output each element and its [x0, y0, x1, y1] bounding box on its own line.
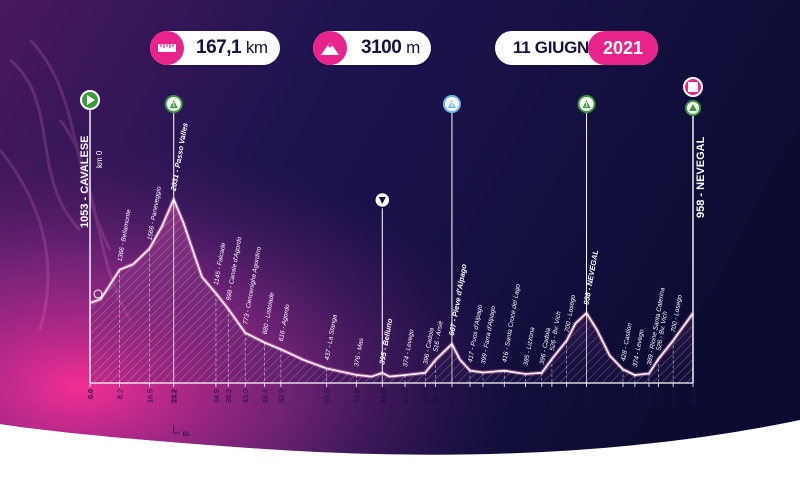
place-label: 680 - Listolade: [262, 291, 276, 335]
km-label: 48.4: [261, 389, 270, 403]
play-icon: [87, 95, 95, 105]
place-label: 395 - Belluno: [377, 317, 394, 365]
mountain-icon: [447, 100, 456, 108]
place-label: 374 - Levego: [402, 329, 416, 368]
start-label: 1053 - CAVALESE: [79, 135, 91, 228]
mountain-icon: [689, 104, 697, 111]
km-label: 0.0: [86, 389, 95, 399]
bl-arrow: [173, 425, 180, 434]
ruler-icon: [150, 31, 184, 65]
km-label: 100.3: [448, 389, 457, 407]
km-label: 65.6: [323, 389, 332, 403]
climb-category: 1: [585, 103, 589, 109]
place-label: 428 - Castion: [620, 322, 634, 362]
place-label: 1366 - Bellamonte: [117, 209, 133, 263]
climb-category: 3: [450, 103, 454, 109]
place-label: 773 - Cencenighe Agordino: [242, 246, 263, 325]
bike-icon: [93, 289, 103, 299]
km-label: 125.2: [538, 389, 547, 407]
mountain-icon: [313, 31, 347, 65]
start-km-note: km 0: [95, 150, 104, 168]
place-label: 1145 - Falcade: [213, 242, 227, 286]
km-label: 8.2: [116, 389, 125, 399]
place-label: 374 - Levego: [632, 329, 646, 368]
km-label: 52.9: [277, 389, 286, 403]
climb-category: 1: [172, 103, 176, 109]
elevation-value: 3100: [361, 37, 402, 58]
stage-date: 11 GIUGNO: [513, 38, 602, 57]
km-label: 151.0: [631, 389, 640, 407]
km-label: 92.9: [421, 389, 430, 403]
km-label: 114.8: [500, 389, 509, 406]
distance-pill: 167,1 km: [150, 31, 280, 65]
km-label: 167.1: [689, 389, 698, 407]
km-label: 73.8: [352, 389, 361, 403]
km-label: 81.0: [378, 389, 387, 403]
place-label: 667 - Pieve d'Alpago: [447, 263, 469, 337]
profile-hatch: [90, 199, 693, 383]
km-label: 95.7: [431, 389, 440, 403]
elevation-unit: m: [406, 38, 420, 57]
place-label: 616 - Agordo: [278, 303, 291, 341]
km-label: 23.2: [170, 389, 179, 403]
place-label: 376 - Mas: [353, 337, 365, 367]
brush-texture: [0, 38, 132, 331]
km-label: 161.6: [669, 389, 678, 407]
km-label: 132.1: [563, 389, 572, 407]
place-label: 998 - Canale d'Agordo: [225, 236, 243, 301]
place-label: 399 - Farra d'Alpago: [480, 305, 497, 365]
km-label: 147.7: [619, 389, 628, 407]
place-label: 958 - NEVEGAL: [582, 249, 601, 306]
distance-value: 167,1: [196, 37, 242, 58]
km-label: 34.9: [212, 389, 221, 403]
km-label: 108.9: [479, 389, 488, 407]
date-pill: 11 GIUGNO 2021: [495, 31, 658, 65]
profile-line: [89, 198, 694, 378]
km-label: 128.0: [548, 389, 557, 407]
place-label: 516 - Arsiè: [432, 320, 444, 352]
km-label: 157.5: [654, 389, 663, 407]
km-label: 137.6: [583, 389, 592, 407]
km-label: 43.0: [241, 389, 250, 403]
mountain-icon: [582, 100, 591, 108]
elevation-pill: 3100 m: [313, 31, 431, 65]
km-label: 105.3: [466, 389, 475, 407]
place-label: 2031 - Passo Valles: [169, 122, 190, 192]
distance-unit: km: [245, 38, 268, 57]
mountain-icon: [169, 100, 178, 108]
km-label: 120.7: [522, 389, 531, 407]
km-label: 16.5: [146, 389, 155, 403]
km-label: 38.3: [224, 389, 233, 403]
km-label: 87.3: [401, 389, 410, 403]
checkered-flag-icon: [688, 82, 698, 92]
finish-label: 958 - NEVEGAL: [695, 136, 707, 218]
place-label: 437 - La Stanga: [324, 314, 339, 361]
stage-year: 2021: [588, 31, 658, 65]
triangle-icon: [378, 197, 386, 204]
km-label: 154.9: [645, 389, 654, 407]
place-label: 385 - Lizzona: [523, 326, 537, 366]
place-label: 416 - Santa Croce del Lago: [501, 283, 522, 363]
bl-note: BL: [183, 431, 191, 438]
